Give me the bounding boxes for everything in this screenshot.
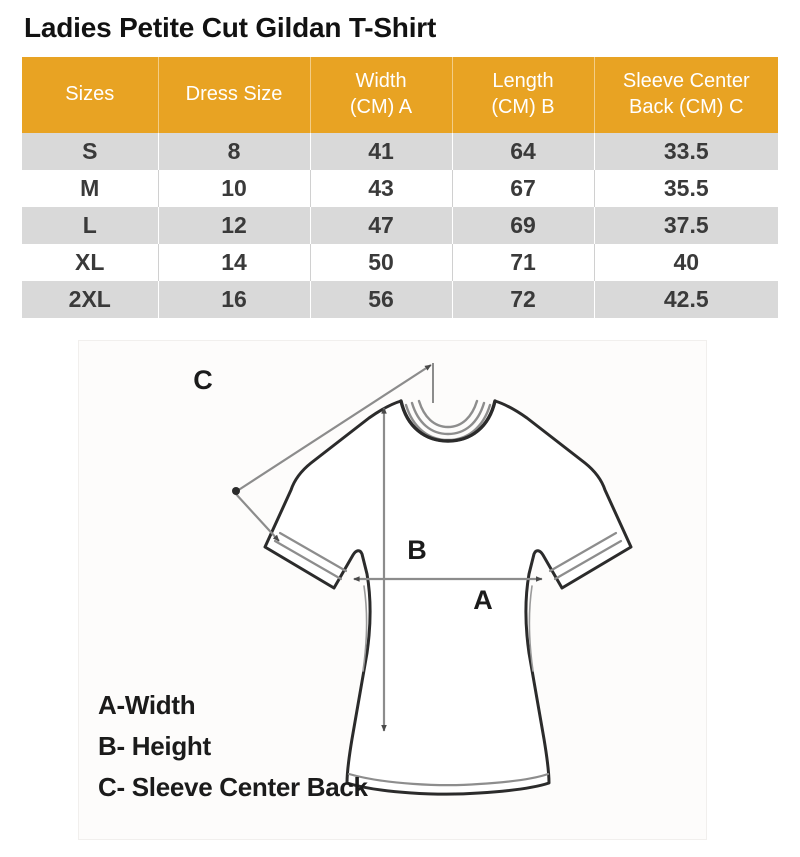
cell-width: 41 — [310, 133, 453, 170]
column-header-dress-size: Dress Size — [158, 57, 311, 133]
cell-dress-size: 14 — [158, 243, 311, 281]
legend-item-a: A-Width — [98, 690, 196, 720]
cell-dress-size: 16 — [158, 280, 311, 318]
table-row: L 12 47 69 37.5 — [22, 206, 778, 244]
tshirt-diagram-panel: A B C — [78, 340, 707, 840]
table-row: S 8 41 64 33.5 — [22, 133, 778, 170]
cell-sleeve-center-back: 42.5 — [594, 280, 778, 318]
cell-length: 64 — [452, 133, 595, 170]
bottom-hem-band — [347, 772, 550, 787]
dimension-b-label: B — [407, 535, 427, 565]
column-header-width: Width (CM) A — [310, 57, 453, 133]
cell-sleeve-center-back: 40 — [594, 243, 778, 281]
neckline-edge — [399, 399, 497, 443]
cell-sleeve-center-back: 37.5 — [594, 206, 778, 244]
table-row: XL 14 50 71 40 — [22, 243, 778, 281]
column-header-length: Length (CM) B — [452, 57, 595, 133]
size-chart-table: Sizes Dress Size Width (CM) A Length (CM… — [22, 57, 778, 318]
size-chart-table-container: Sizes Dress Size Width (CM) A Length (CM… — [22, 57, 778, 318]
column-header-sizes-line1: Sizes — [65, 83, 115, 106]
tshirt-measurement-diagram: A B C — [193, 363, 633, 796]
dimension-c-line — [232, 363, 434, 542]
cell-sleeve-center-back: 33.5 — [594, 133, 778, 170]
column-header-sizes: Sizes — [22, 57, 159, 133]
cell-width: 56 — [310, 280, 453, 318]
table-row: M 10 43 67 35.5 — [22, 169, 778, 207]
column-header-sleeve-line2: Back (CM) C — [629, 96, 744, 118]
cell-length: 72 — [452, 280, 595, 318]
column-header-width-line1: Width — [355, 70, 407, 93]
page-title: Ladies Petite Cut Gildan T-Shirt — [24, 12, 437, 43]
column-header-sleeve-line1: Sleeve Center — [622, 70, 750, 93]
cell-size: S — [22, 133, 159, 170]
cell-width: 47 — [310, 206, 453, 244]
cell-size: 2XL — [22, 280, 159, 318]
column-header-length-line1: Length — [492, 70, 554, 93]
dimension-c-label: C — [193, 365, 213, 395]
cell-length: 67 — [452, 169, 595, 207]
column-header-dress-size-line1: Dress Size — [185, 83, 283, 106]
table-row: 2XL 16 56 72 42.5 — [22, 280, 778, 318]
sleeve-hem-bands — [273, 531, 623, 581]
cell-length: 71 — [452, 243, 595, 281]
column-header-width-line2: (CM) A — [349, 96, 413, 118]
table-header-row: Sizes Dress Size Width (CM) A Length (CM… — [22, 57, 778, 133]
cell-width: 43 — [310, 169, 453, 207]
cell-size: XL — [22, 243, 159, 281]
dimension-a-label: A — [473, 585, 493, 615]
measurement-legend: A-Width B- Height C- Sleeve Center Back — [98, 685, 518, 808]
cell-sleeve-center-back: 35.5 — [594, 169, 778, 207]
legend-item-c: C- Sleeve Center Back — [98, 772, 368, 803]
cell-length: 69 — [452, 206, 595, 244]
cell-size: M — [22, 169, 159, 207]
cell-size: L — [22, 206, 159, 244]
table-body: S 8 41 64 33.5 M 10 43 67 35.5 L 12 47 6… — [22, 133, 778, 318]
side-seam-shading — [362, 585, 534, 672]
cell-dress-size: 10 — [158, 169, 311, 207]
cell-dress-size: 8 — [158, 133, 311, 170]
legend-item-b: B- Height — [98, 731, 211, 762]
tshirt-outline — [263, 399, 633, 796]
cell-width: 50 — [310, 243, 453, 281]
column-header-sleeve-center-back: Sleeve Center Back (CM) C — [594, 57, 778, 133]
table-header: Sizes Dress Size Width (CM) A Length (CM… — [22, 57, 778, 133]
column-header-length-line2: (CM) B — [491, 96, 555, 118]
cell-dress-size: 12 — [158, 206, 311, 244]
